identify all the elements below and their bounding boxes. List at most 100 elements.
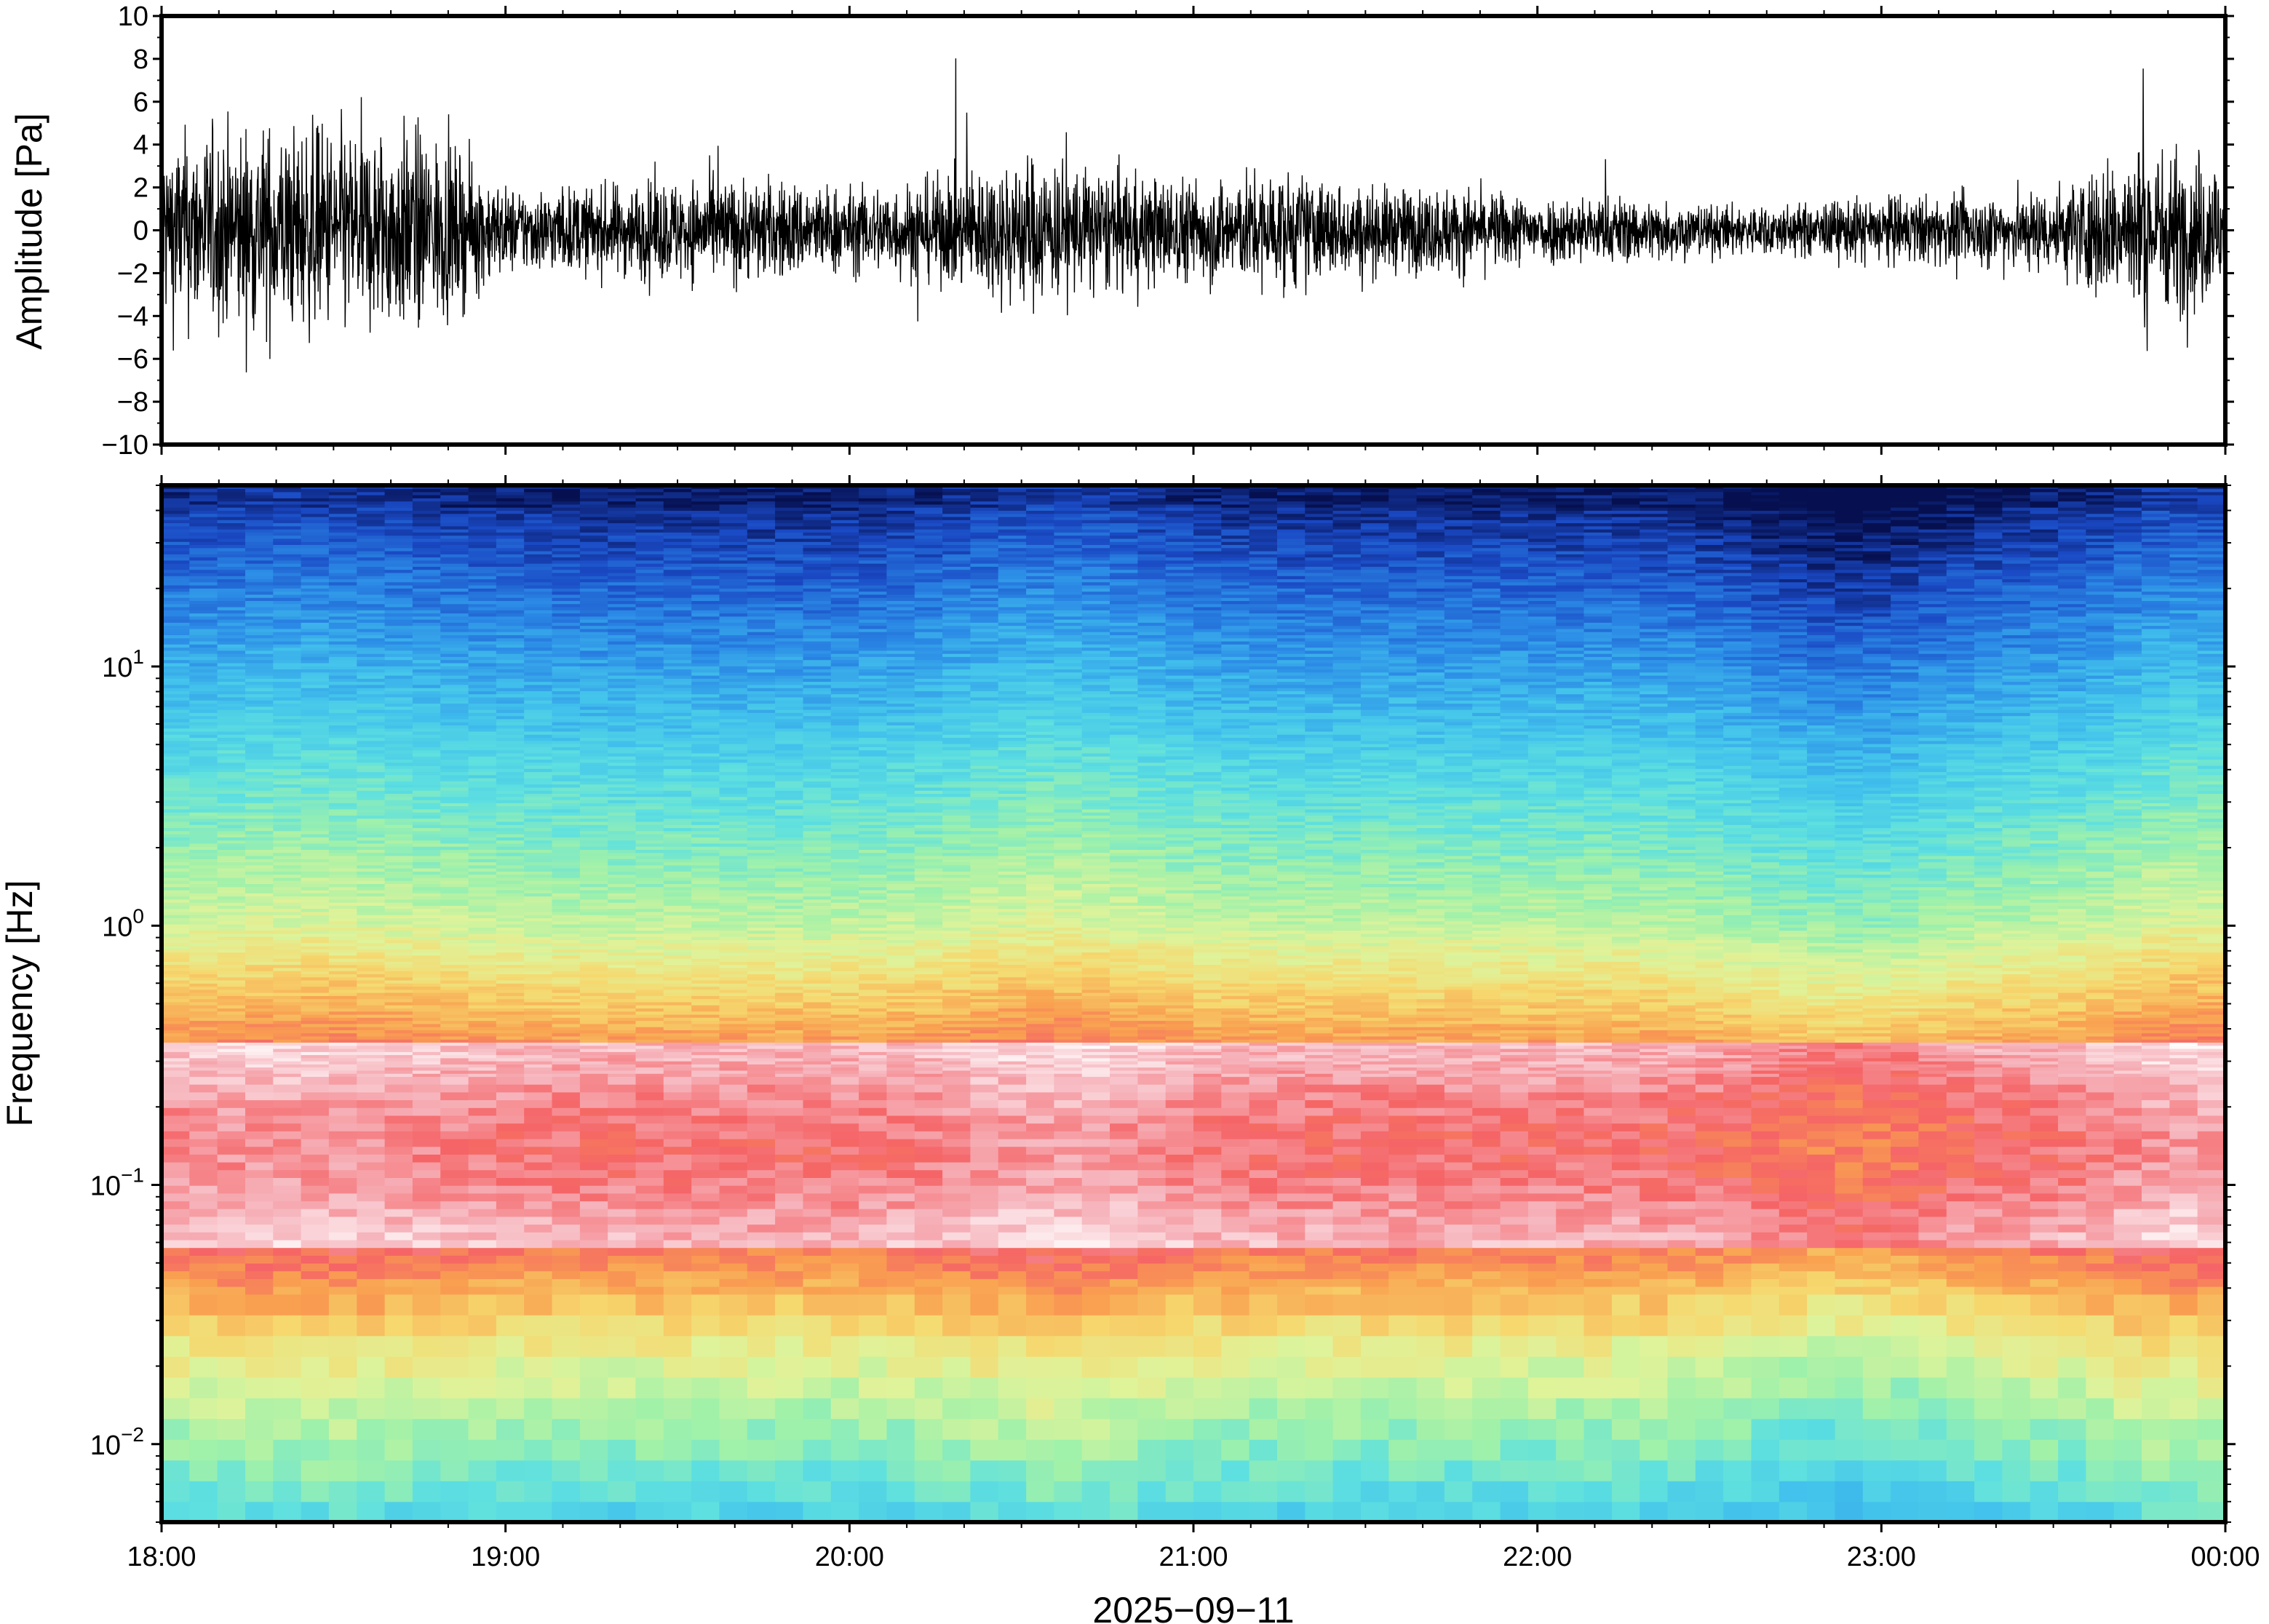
- spectrogram-cell: [635, 805, 664, 810]
- spectrogram-cell: [440, 787, 469, 791]
- spectrogram-cell: [663, 1067, 692, 1071]
- spectrogram-cell: [273, 1216, 302, 1225]
- spectrogram-cell: [552, 535, 581, 539]
- spectrogram-cell: [301, 787, 330, 791]
- spectrogram-cell: [162, 1030, 191, 1034]
- spectrogram-cell: [245, 939, 274, 944]
- spectrogram-cell: [162, 1023, 191, 1027]
- spectrogram-cell: [217, 1017, 246, 1022]
- spectrogram-cell: [608, 606, 637, 610]
- spectrogram-cell: [301, 606, 330, 610]
- spectrogram-cell: [217, 581, 246, 586]
- spectrogram-cell: [608, 516, 637, 520]
- spectrogram-cell: [691, 789, 720, 794]
- spectrogram-cell: [301, 793, 330, 797]
- spectrogram-cell: [273, 1315, 302, 1337]
- spectrogram-cell: [328, 510, 357, 514]
- spectrogram-cell: [357, 976, 386, 981]
- spectrogram-cell: [691, 824, 720, 829]
- spectrogram-cell: [440, 920, 469, 925]
- spectrogram-cell: [552, 874, 581, 878]
- spectrogram-cell: [468, 886, 497, 891]
- spectrogram-cell: [747, 1356, 776, 1378]
- spectrogram-cell: [273, 665, 302, 669]
- spectrogram-cell: [691, 896, 720, 900]
- spectrogram-cell: [357, 687, 386, 691]
- spectrogram-cell: [719, 1208, 748, 1217]
- spectrogram-cell: [579, 1239, 608, 1249]
- spectrogram-cell: [384, 674, 413, 679]
- spectrogram-cell: [357, 1481, 386, 1502]
- spectrogram-cell: [162, 656, 191, 661]
- spectrogram-cell: [273, 852, 302, 856]
- spectrogram-cell: [496, 669, 525, 673]
- spectrogram-cell: [412, 815, 441, 819]
- spectrogram-cell: [496, 588, 525, 592]
- spectrogram-cell: [524, 591, 553, 595]
- spectrogram-cell: [328, 784, 357, 788]
- spectrogram-cell: [552, 927, 581, 931]
- spectrogram-cell: [719, 622, 748, 626]
- spectrogram-cell: [579, 712, 608, 717]
- spectrogram-cell: [440, 550, 469, 554]
- spectrogram-cell: [328, 768, 357, 773]
- spectrogram-cell: [663, 591, 692, 595]
- spectrogram-cell: [608, 1076, 637, 1085]
- spectrogram-cell: [384, 681, 413, 685]
- spectrogram-cell: [524, 541, 553, 545]
- spectrogram-cell: [245, 811, 274, 816]
- spectrogram-cell: [328, 1030, 357, 1034]
- spectrogram-cell: [384, 1076, 413, 1085]
- spectrogram-cell: [217, 634, 246, 639]
- spectrogram-cell: [691, 581, 720, 586]
- spectrogram-cell: [328, 787, 357, 791]
- spectrogram-cell: [747, 1131, 776, 1139]
- spectrogram-cell: [579, 1107, 608, 1116]
- spectrogram-cell: [273, 821, 302, 825]
- spectrogram-cell: [468, 1193, 497, 1202]
- spectrogram-cell: [301, 923, 330, 928]
- spectrogram-cell: [719, 821, 748, 825]
- spectrogram-cell: [384, 833, 413, 837]
- spectrogram-cell: [635, 740, 664, 744]
- spectrogram-cell: [301, 933, 330, 937]
- spectrogram-cell: [301, 491, 330, 495]
- spectrogram-cell: [719, 1001, 748, 1006]
- spectrogram-cell: [719, 1070, 748, 1074]
- spectrogram-cell: [162, 877, 191, 881]
- spectrogram-cell: [273, 777, 302, 781]
- spectrogram-cell: [301, 1131, 330, 1139]
- spectrogram-cell: [273, 864, 302, 869]
- spectrogram-cell: [524, 1001, 553, 1006]
- spectrogram-cell: [217, 728, 246, 732]
- spectrogram-cell: [524, 644, 553, 648]
- spectrogram-cell: [245, 952, 274, 956]
- spectrogram-cell: [273, 647, 302, 651]
- spectrogram-cell: [691, 1185, 720, 1194]
- spectrogram-cell: [384, 1083, 413, 1093]
- spectrogram-cell: [217, 501, 246, 505]
- spectrogram-cell: [357, 1038, 386, 1043]
- spectrogram-cell: [384, 998, 413, 1003]
- spectrogram-cell: [412, 1193, 441, 1202]
- spectrogram-cell: [552, 958, 581, 962]
- spectrogram-cell: [468, 550, 497, 554]
- spectrogram-cell: [496, 1014, 525, 1018]
- spectrogram-cell: [663, 566, 692, 570]
- spectrogram-cell: [412, 1032, 441, 1037]
- spectrogram-cell: [691, 1083, 720, 1093]
- spectrogram-cell: [496, 522, 525, 527]
- spectrogram-cell: [719, 923, 748, 928]
- spectrogram-cell: [217, 1398, 246, 1420]
- spectrogram-cell: [412, 747, 441, 751]
- spectrogram-cell: [162, 859, 191, 863]
- spectrogram-cell: [468, 961, 497, 966]
- spectrogram-cell: [245, 687, 274, 691]
- spectrogram-cell: [496, 967, 525, 971]
- spectrogram-cell: [217, 789, 246, 794]
- spectrogram-cell: [635, 1232, 664, 1241]
- spectrogram-cell: [579, 1023, 608, 1027]
- waveform-y-tick-label: 0: [133, 216, 148, 247]
- spectrogram-cell: [496, 901, 525, 906]
- spectrogram-cell: [579, 510, 608, 514]
